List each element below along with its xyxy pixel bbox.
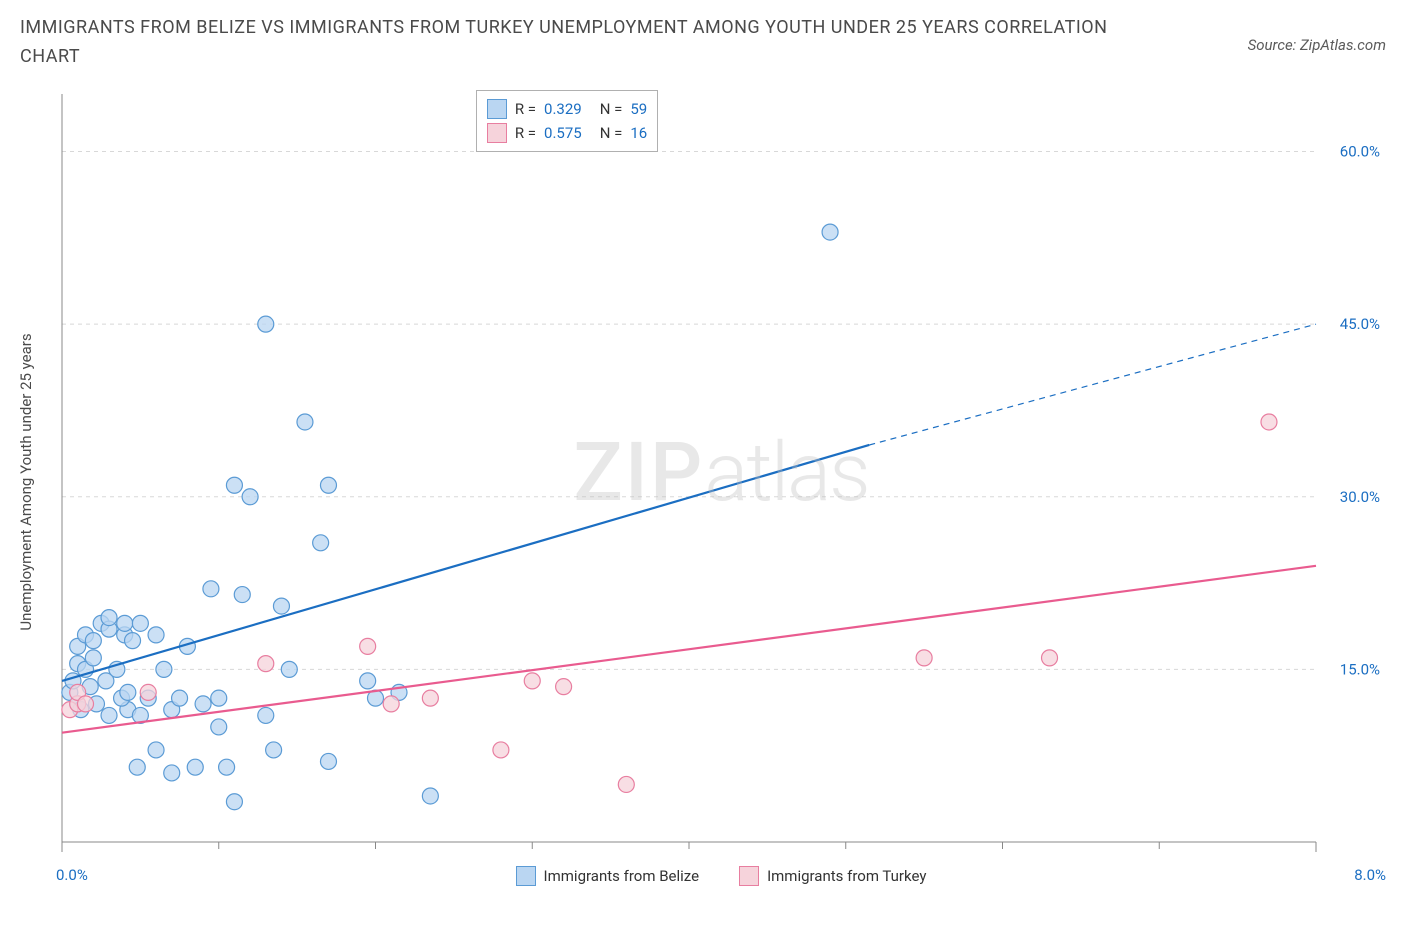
data-point [383,696,399,712]
trendline [62,566,1316,733]
chart-area: Unemployment Among Youth under 25 years … [56,88,1386,858]
data-point [78,696,94,712]
trendline [62,445,869,681]
data-point [172,690,188,706]
data-point [85,650,101,666]
data-point [101,707,117,723]
data-point [187,759,203,775]
data-point [132,615,148,631]
data-point [195,696,211,712]
stats-legend: R = 0.329 N = 59 R = 0.575 N = 16 [476,90,658,152]
data-point [120,684,136,700]
data-point [916,650,932,666]
data-point [618,776,634,792]
stats-legend-row: R = 0.329 N = 59 [487,97,647,121]
scatter-plot: 15.0% 30.0% 45.0% 60.0% [56,88,1386,858]
stat-r-value: 0.329 [544,97,582,121]
data-point [297,414,313,430]
data-point [258,316,274,332]
data-point [281,661,297,677]
data-point [156,661,172,677]
y-tick-label: 15.0% [1340,660,1380,678]
series-name: Immigrants from Turkey [767,867,926,885]
data-point [164,765,180,781]
y-tick-label: 60.0% [1340,143,1380,161]
data-point [242,489,258,505]
data-point [266,742,282,758]
data-point [422,690,438,706]
stat-n-label: N = [600,121,623,145]
data-point [360,673,376,689]
data-point [125,633,141,649]
legend-swatch [739,866,759,886]
data-point [258,656,274,672]
data-point [148,627,164,643]
data-point [101,610,117,626]
y-tick-label: 45.0% [1340,315,1380,333]
data-point [211,690,227,706]
stat-n-value: 16 [630,121,647,145]
data-point [360,638,376,654]
stat-n-label: N = [600,97,623,121]
data-point [129,759,145,775]
data-point [226,477,242,493]
legend-swatch [487,123,507,143]
series-legend-item: Immigrants from Belize [516,866,700,886]
legend-swatch [516,866,536,886]
stat-r-label: R = [515,97,536,121]
data-point [258,707,274,723]
data-point [320,477,336,493]
data-point [556,679,572,695]
source-attribution: Source: ZipAtlas.com [1248,14,1386,54]
stat-n-value: 59 [630,97,647,121]
data-point [85,633,101,649]
data-point [1261,414,1277,430]
data-point [203,581,219,597]
data-point [211,719,227,735]
stat-r-value: 0.575 [544,121,582,145]
data-point [273,598,289,614]
data-point [320,753,336,769]
y-tick-label: 30.0% [1340,488,1380,506]
data-point [148,742,164,758]
data-point [822,224,838,240]
legend-swatch [487,99,507,119]
data-point [422,788,438,804]
data-point [117,615,133,631]
chart-title: IMMIGRANTS FROM BELIZE VS IMMIGRANTS FRO… [20,14,1120,72]
series-name: Immigrants from Belize [544,867,700,885]
data-point [140,684,156,700]
data-point [524,673,540,689]
data-point [234,587,250,603]
data-point [219,759,235,775]
trendline-extension [869,324,1316,445]
data-point [226,794,242,810]
data-point [493,742,509,758]
stat-r-label: R = [515,121,536,145]
series-legend: Immigrants from Belize Immigrants from Tu… [56,866,1386,886]
stats-legend-row: R = 0.575 N = 16 [487,121,647,145]
y-axis-label: Unemployment Among Youth under 25 years [17,333,35,630]
data-point [313,535,329,551]
series-legend-item: Immigrants from Turkey [739,866,926,886]
data-point [1042,650,1058,666]
